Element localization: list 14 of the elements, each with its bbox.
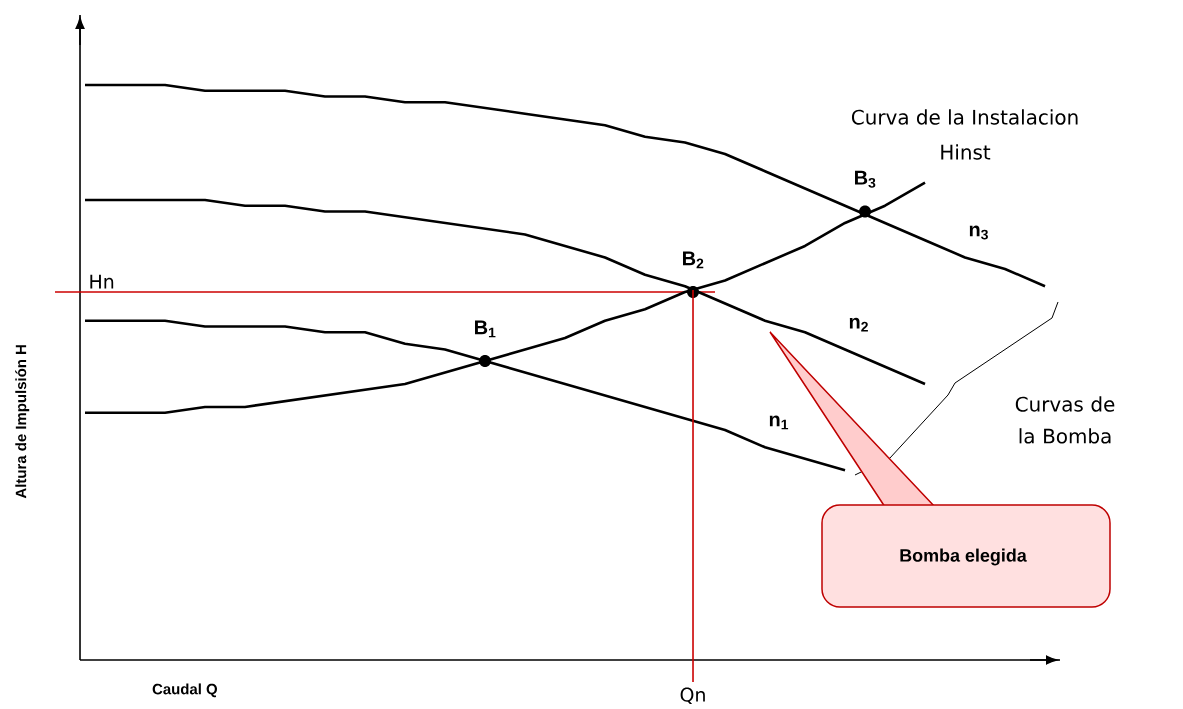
annotation: Curvas de la Bomba (1015, 396, 1115, 444)
annotation: B$_{1}$ (475, 320, 496, 338)
text: Qn (680, 687, 705, 704)
annotation: B$_{2}$ (683, 251, 704, 269)
annotation: Bomba elegida (900, 548, 1027, 566)
annotation: B$_{3}$ (855, 170, 876, 188)
ref-line-label: Hn (90, 274, 114, 289)
y-axis-title: Altura de Impulsión H (15, 345, 30, 499)
series-label: n$_{3}$ (969, 225, 988, 240)
series-label: n$_{2}$ (849, 317, 868, 332)
annotation: Curva de la Instalacion (851, 109, 1078, 125)
x-axis-title: Caudal Q (152, 683, 218, 698)
annotation: Hinst (941, 144, 991, 160)
series-label: n$_{1}$ (769, 415, 789, 430)
